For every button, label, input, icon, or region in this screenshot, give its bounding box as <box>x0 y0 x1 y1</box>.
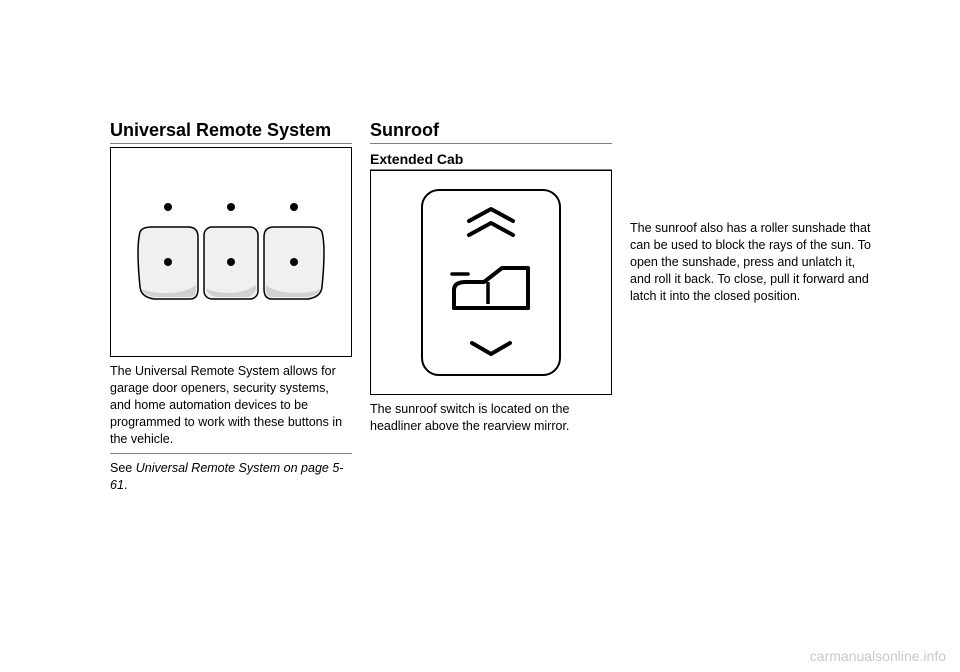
sunroof-caption: The sunroof switch is located on the hea… <box>370 395 612 441</box>
remote-description: The Universal Remote System allows for g… <box>110 357 352 454</box>
remote-image-box <box>110 147 352 357</box>
ref-prefix: See <box>110 461 136 475</box>
sunshade-text: The sunroof also has a roller sunshade t… <box>630 120 872 304</box>
column-3: The sunroof also has a roller sunshade t… <box>630 120 872 500</box>
sunroof-switch-outline <box>421 189 561 376</box>
remote-reference: See Universal Remote System on page 5-61… <box>110 454 352 500</box>
remote-heading: Universal Remote System <box>110 120 352 144</box>
car-icon <box>446 260 536 320</box>
column-2: Sunroof Extended Cab The sunroof swit <box>370 120 612 500</box>
page-container: Universal Remote System <box>0 0 960 500</box>
ref-italic: Universal Remote System on page 5-61 <box>110 461 343 492</box>
ref-suffix: . <box>124 478 127 492</box>
column-1: Universal Remote System <box>110 120 352 500</box>
sunroof-subheading: Extended Cab <box>370 147 612 170</box>
chevron-down-icon <box>466 338 516 360</box>
remote-buttons-illustration <box>126 162 336 342</box>
sunroof-image-box <box>370 170 612 395</box>
watermark: carmanualsonline.info <box>810 648 946 664</box>
chevron-up-icon <box>461 205 521 241</box>
sunroof-heading: Sunroof <box>370 120 612 144</box>
